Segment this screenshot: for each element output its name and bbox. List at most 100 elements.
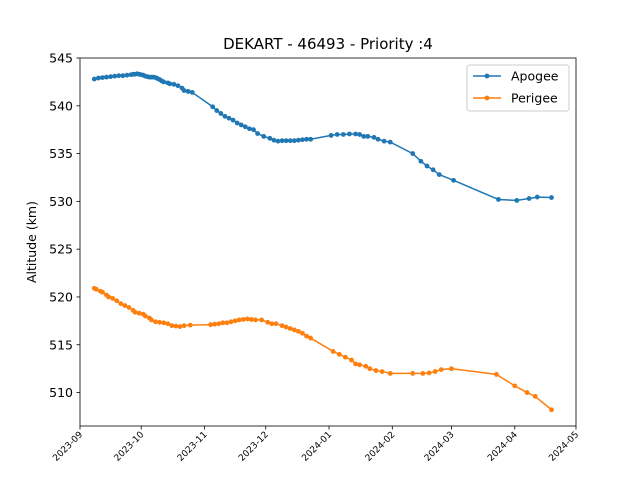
data-point bbox=[244, 316, 250, 322]
data-point bbox=[273, 321, 279, 327]
data-point bbox=[532, 393, 538, 399]
y-tick-label: 520 bbox=[49, 289, 73, 304]
data-point bbox=[112, 73, 118, 79]
data-point bbox=[300, 137, 305, 143]
data-point bbox=[524, 390, 530, 395]
data-point bbox=[291, 138, 297, 144]
data-point bbox=[232, 318, 238, 324]
data-point bbox=[177, 324, 183, 329]
data-point bbox=[426, 370, 432, 376]
data-point bbox=[283, 324, 289, 330]
data-point bbox=[271, 137, 277, 143]
data-point bbox=[212, 321, 218, 327]
data-point bbox=[410, 371, 416, 376]
data-point bbox=[328, 133, 334, 138]
data-point bbox=[91, 76, 97, 82]
data-point bbox=[216, 321, 222, 327]
legend-swatch-marker bbox=[484, 95, 490, 101]
data-point bbox=[375, 136, 381, 142]
data-point bbox=[100, 75, 105, 80]
data-point bbox=[526, 196, 532, 201]
data-point bbox=[438, 367, 444, 373]
data-point bbox=[279, 138, 285, 144]
data-point bbox=[161, 79, 167, 85]
data-point bbox=[157, 319, 163, 325]
data-point bbox=[296, 328, 301, 334]
data-point bbox=[185, 89, 191, 94]
data-point bbox=[251, 127, 256, 133]
data-point bbox=[124, 72, 130, 78]
data-point bbox=[365, 133, 371, 139]
data-point bbox=[189, 90, 195, 95]
data-point bbox=[249, 317, 254, 322]
data-point bbox=[165, 321, 171, 327]
legend-entry-apogee: Apogee bbox=[473, 69, 559, 84]
data-point bbox=[93, 286, 99, 292]
data-point bbox=[120, 73, 126, 79]
plot-area bbox=[80, 58, 576, 426]
data-point bbox=[494, 371, 499, 377]
data-point bbox=[236, 317, 242, 323]
data-point bbox=[287, 326, 293, 331]
data-point bbox=[357, 132, 363, 137]
y-tick-label: 535 bbox=[49, 146, 73, 161]
data-point bbox=[353, 361, 358, 367]
data-point bbox=[279, 323, 285, 329]
data-point bbox=[410, 151, 416, 156]
data-point bbox=[136, 310, 142, 316]
data-point bbox=[287, 138, 293, 144]
y-tick-label: 525 bbox=[49, 242, 73, 257]
data-point bbox=[387, 371, 393, 376]
data-point bbox=[300, 330, 305, 336]
legend-entry-perigee: Perigee bbox=[473, 91, 558, 106]
data-point bbox=[451, 177, 456, 183]
data-point bbox=[296, 137, 301, 143]
data-point bbox=[118, 301, 124, 307]
data-point bbox=[228, 319, 234, 325]
data-point bbox=[253, 317, 258, 323]
data-point bbox=[534, 194, 540, 200]
data-point bbox=[381, 138, 387, 144]
data-point bbox=[169, 323, 175, 329]
data-point bbox=[234, 120, 240, 126]
data-point bbox=[349, 357, 354, 363]
series-layer bbox=[91, 71, 554, 413]
data-point bbox=[308, 136, 314, 142]
data-point bbox=[449, 366, 454, 372]
data-point bbox=[291, 327, 297, 333]
data-point bbox=[247, 126, 252, 132]
data-point bbox=[175, 83, 181, 89]
data-point bbox=[226, 115, 232, 121]
data-point bbox=[181, 323, 187, 329]
data-point bbox=[379, 369, 385, 374]
data-point bbox=[122, 303, 128, 308]
data-point bbox=[171, 81, 177, 87]
data-point bbox=[224, 320, 230, 326]
data-point bbox=[114, 298, 120, 304]
series-apogee bbox=[91, 71, 554, 203]
legend: Apogee Perigee bbox=[466, 64, 570, 112]
data-point bbox=[514, 198, 520, 203]
data-point bbox=[161, 320, 167, 326]
legend-swatch-marker bbox=[484, 73, 490, 79]
data-point bbox=[132, 309, 138, 315]
data-point bbox=[304, 333, 309, 339]
data-point bbox=[181, 88, 187, 93]
data-point bbox=[269, 321, 275, 327]
data-point bbox=[187, 322, 193, 328]
data-point bbox=[549, 407, 554, 413]
data-point bbox=[167, 81, 173, 87]
data-point bbox=[496, 197, 501, 202]
data-point bbox=[436, 172, 442, 178]
y-axis-label: Altitude (km) bbox=[24, 201, 39, 283]
data-point bbox=[432, 369, 438, 374]
data-point bbox=[430, 167, 436, 173]
chart-title: DEKART - 46493 - Priority :4 bbox=[223, 35, 433, 53]
data-point bbox=[308, 335, 314, 341]
data-point bbox=[142, 313, 148, 319]
data-point bbox=[347, 131, 352, 137]
data-point bbox=[283, 138, 289, 144]
data-point bbox=[108, 74, 114, 80]
data-point bbox=[357, 362, 363, 368]
data-point bbox=[173, 323, 179, 329]
